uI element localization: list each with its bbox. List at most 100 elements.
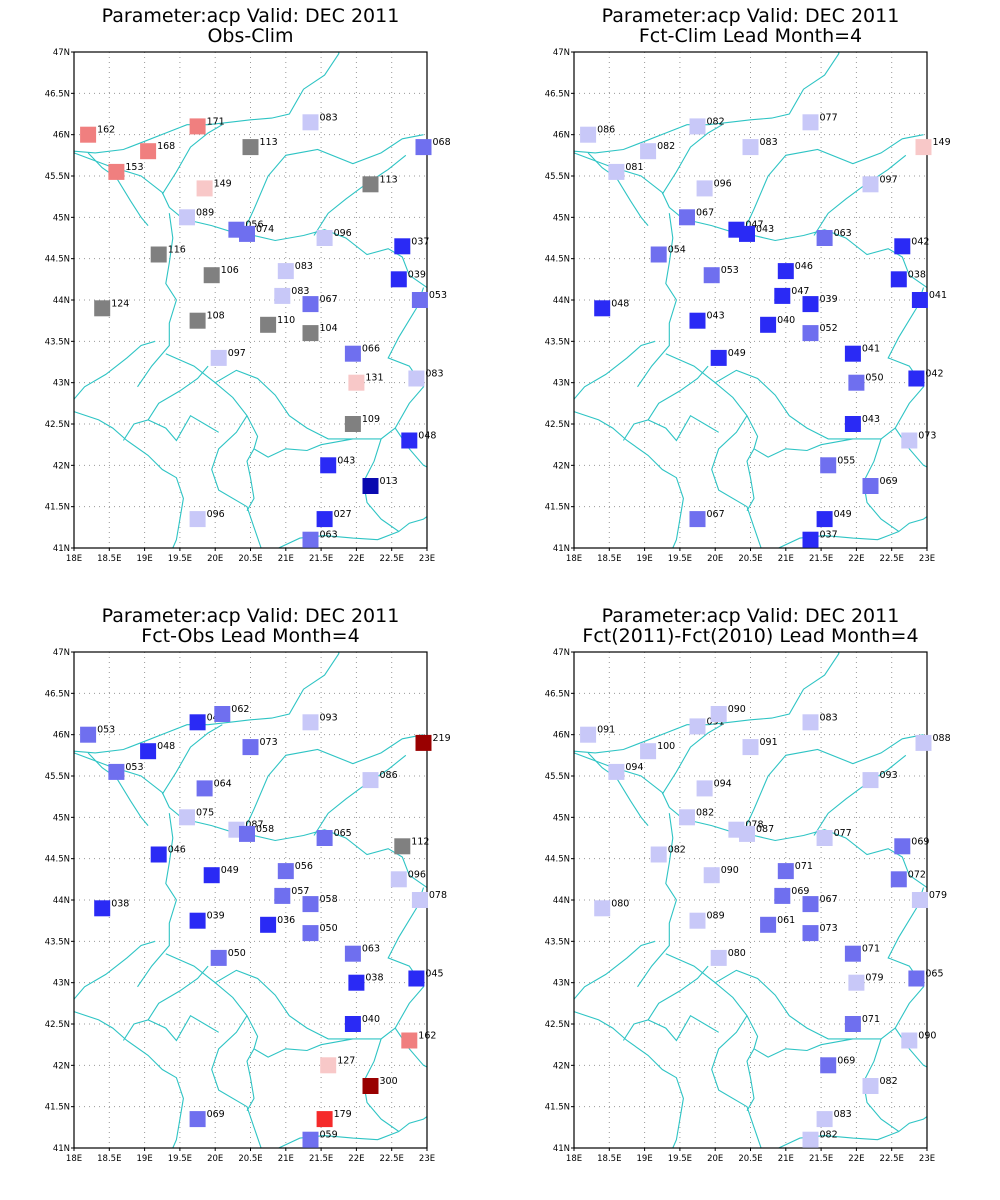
x-tick-label: 21.5E: [809, 554, 833, 564]
station-marker: [390, 871, 407, 888]
coastline-border: [573, 340, 656, 400]
station-value-label: 080: [728, 948, 746, 959]
station-marker: [189, 912, 206, 929]
coastline-border: [73, 940, 156, 1000]
station-marker: [710, 706, 727, 722]
station-value-label: 089: [196, 207, 214, 218]
station-marker: [344, 945, 361, 962]
station-marker: [277, 863, 294, 880]
station-value-label: 043: [707, 311, 725, 322]
x-tick-label: 20E: [207, 1154, 223, 1164]
station-marker: [302, 296, 319, 313]
station-value-label: 061: [777, 915, 795, 926]
station-marker: [816, 1111, 833, 1128]
coastline-border: [647, 1014, 719, 1042]
station-value-label: 066: [362, 344, 380, 355]
station-marker: [703, 267, 720, 284]
y-tick-label: 43N: [53, 979, 70, 989]
station-marker: [816, 511, 833, 528]
station-marker: [320, 457, 337, 474]
station-marker: [802, 925, 819, 942]
coastline-border: [587, 752, 649, 826]
y-tick-label: 46N: [53, 731, 70, 741]
x-tick-label: 18.5E: [597, 1154, 621, 1164]
coastline-border: [573, 52, 840, 154]
coastline-border: [214, 382, 353, 458]
station-value-label: 053: [125, 762, 143, 773]
station-marker: [242, 739, 259, 756]
station-value-label: 149: [214, 178, 232, 189]
station-value-label: 074: [256, 224, 274, 235]
station-marker: [394, 838, 411, 855]
station-value-label: 097: [228, 348, 246, 359]
map-panel: Parameter:acp Valid: DEC 2011Fct(2011)-F…: [545, 605, 951, 1164]
station-value-label: 131: [365, 373, 383, 384]
station-marker: [696, 780, 713, 797]
coastline-border: [165, 953, 396, 1040]
coastline-border: [711, 1015, 762, 1149]
station-marker: [274, 887, 291, 904]
coastline-border: [573, 1011, 684, 1149]
station-marker: [196, 180, 213, 197]
station-value-label: 062: [231, 704, 249, 715]
y-tick-label: 42N: [53, 1061, 70, 1071]
y-tick-label: 47N: [553, 48, 570, 58]
coastline-border: [862, 1038, 928, 1133]
station-marker: [689, 718, 706, 735]
panel-title: Parameter:acp Valid: DEC 2011: [602, 605, 900, 627]
station-value-label: 071: [862, 1014, 880, 1025]
station-value-label: 162: [97, 125, 115, 136]
station-marker: [94, 300, 111, 317]
station-value-label: 049: [834, 509, 852, 520]
coastline-border: [813, 154, 907, 236]
station-value-label: 042: [925, 369, 943, 380]
station-marker: [316, 230, 333, 246]
coastline-border: [573, 411, 684, 549]
station-marker: [862, 176, 879, 193]
station-marker: [848, 974, 865, 991]
coastline-border: [661, 124, 723, 195]
coastline-border: [242, 134, 424, 233]
station-marker: [816, 830, 833, 846]
station-value-label: 058: [320, 894, 338, 905]
station-value-label: 064: [214, 778, 232, 789]
station-value-label: 050: [865, 373, 883, 384]
station-value-label: 037: [820, 530, 838, 541]
station-value-label: 040: [777, 315, 795, 326]
station-value-label: 039: [408, 269, 426, 280]
station-value-label: 096: [207, 509, 225, 520]
station-value-label: 073: [260, 737, 278, 748]
y-tick-label: 45.5N: [45, 172, 70, 182]
station-value-label: 153: [125, 162, 143, 173]
coastline-border: [161, 724, 223, 795]
station-marker: [802, 114, 819, 131]
y-tick-label: 46N: [53, 131, 70, 141]
station-value-label: 082: [668, 845, 686, 856]
station-value-label: 086: [597, 125, 615, 136]
station-marker: [348, 374, 365, 391]
station-marker: [689, 118, 706, 135]
station-marker: [915, 734, 932, 751]
station-marker: [640, 143, 657, 160]
station-value-label: 083: [834, 1109, 852, 1120]
y-tick-label: 42N: [553, 1061, 570, 1071]
y-tick-label: 45.5N: [45, 772, 70, 782]
y-tick-label: 45N: [553, 813, 570, 823]
station-marker: [415, 734, 432, 751]
station-value-label: 069: [207, 1109, 225, 1120]
station-marker: [189, 511, 206, 528]
station-value-label: 083: [320, 112, 338, 123]
station-value-label: 065: [334, 828, 352, 839]
x-tick-label: 21.5E: [309, 1154, 333, 1164]
x-tick-label: 18.5E: [97, 554, 121, 564]
x-tick-label: 19.5E: [168, 1154, 192, 1164]
station-marker: [210, 949, 227, 966]
coastline-border: [73, 1011, 184, 1149]
station-marker: [862, 478, 879, 494]
station-marker: [214, 706, 231, 722]
panel-subtitle: Obs-Clim: [207, 25, 293, 47]
station-marker: [915, 139, 932, 156]
station-value-label: 113: [380, 174, 398, 185]
y-tick-label: 43N: [553, 979, 570, 989]
